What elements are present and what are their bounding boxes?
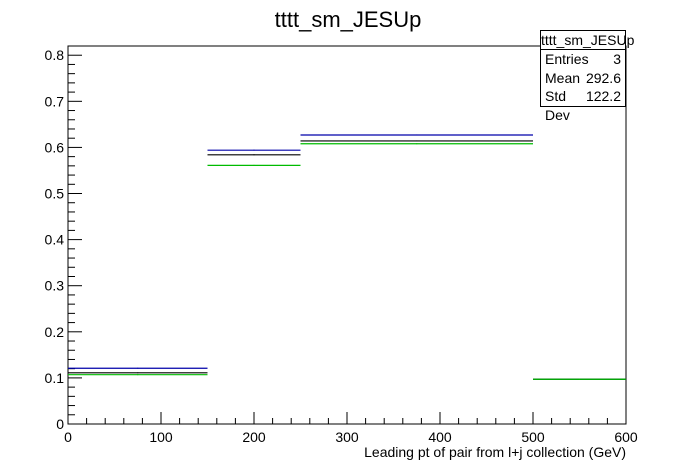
y-tick-label: 0.6 <box>45 139 65 155</box>
stats-box: tttt_sm_JESUp Entries 3 Mean 292.6 Std D… <box>540 30 635 123</box>
y-tick-label: 0 <box>56 416 64 432</box>
chart-title: tttt_sm_JESUp <box>275 7 422 32</box>
stats-row-entries: Entries 3 <box>541 50 625 69</box>
x-tick-label: 500 <box>521 429 545 445</box>
x-tick-label: 300 <box>335 429 359 445</box>
stats-value: 122.2 <box>585 88 621 104</box>
y-tick-label: 0.5 <box>45 186 65 202</box>
series-1 <box>68 140 626 380</box>
stats-row-mean: Mean 292.6 <box>541 69 625 88</box>
y-tick-label: 0.4 <box>45 232 65 248</box>
x-tick-label: 200 <box>242 429 266 445</box>
x-axis-label: Leading pt of pair from l+j collection (… <box>364 444 626 460</box>
y-tick-label: 0.1 <box>45 370 65 386</box>
x-tick-label: 400 <box>428 429 452 445</box>
stats-label: Mean <box>545 69 581 86</box>
y-tick-label: 0.3 <box>45 278 65 294</box>
stats-title: tttt_sm_JESUp <box>541 32 635 50</box>
y-tick-label: 0.2 <box>45 324 65 340</box>
series-2 <box>68 143 626 380</box>
x-tick-label: 600 <box>614 429 638 445</box>
stats-row-stddev: Std Dev 122.2 <box>541 87 625 123</box>
stats-label: Std Dev <box>545 88 570 123</box>
series-0 <box>68 134 626 380</box>
y-tick-label: 0.7 <box>45 93 65 109</box>
stats-label: Entries <box>545 51 589 67</box>
x-tick-label: 0 <box>64 429 72 445</box>
stats-value: 3 <box>613 51 621 67</box>
stats-value: 292.6 <box>585 69 621 86</box>
y-tick-label: 0.8 <box>45 47 65 63</box>
x-tick-label: 100 <box>149 429 173 445</box>
